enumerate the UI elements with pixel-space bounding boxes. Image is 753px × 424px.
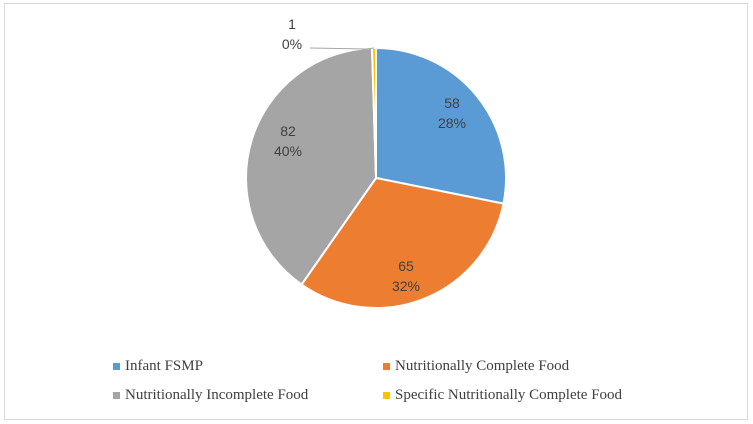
leader-line (309, 47, 375, 50)
slice-percent-label: 32% (392, 278, 420, 294)
slice-value-label: 58 (444, 95, 460, 111)
pie-slice (300, 176, 505, 309)
slice-percent-label: 28% (438, 115, 466, 131)
pie-slice (375, 46, 507, 205)
slice-percent-label: 0% (282, 36, 302, 52)
slice-value-label: 1 (288, 16, 296, 32)
slice-percent-label: 40% (274, 143, 302, 159)
slice-value-label: 65 (398, 258, 414, 274)
slice-value-label: 82 (280, 123, 296, 139)
pie-slice (245, 47, 378, 286)
